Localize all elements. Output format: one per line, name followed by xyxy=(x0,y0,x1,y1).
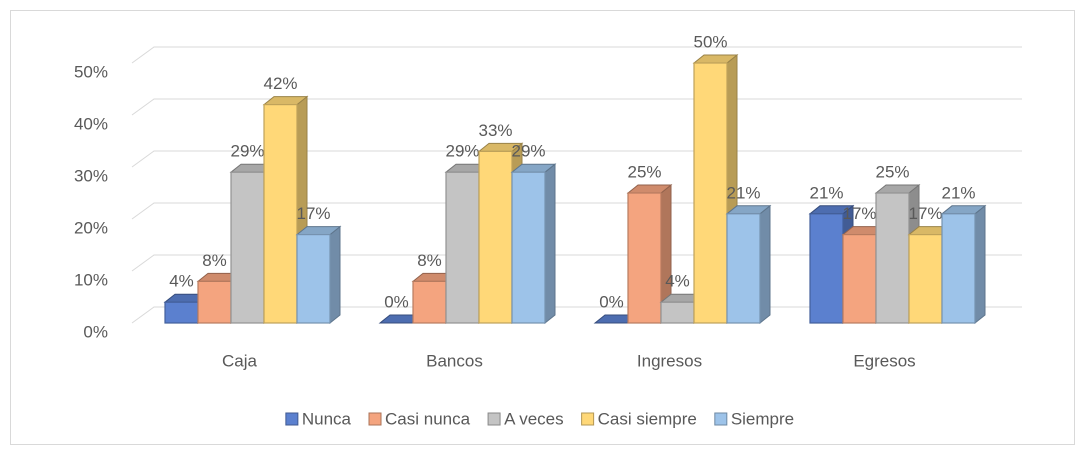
bar xyxy=(263,103,298,324)
x-tick-label: Caja xyxy=(222,351,258,370)
legend-label: Casi siempre xyxy=(598,409,697,428)
data-label: 8% xyxy=(202,251,227,270)
data-label: 8% xyxy=(417,251,442,270)
bar xyxy=(164,301,199,324)
bar-3d xyxy=(295,225,342,325)
bar-3d xyxy=(725,204,772,325)
legend-swatch xyxy=(714,412,728,426)
data-label: 0% xyxy=(384,292,409,311)
y-tick-label: 30% xyxy=(74,166,108,185)
bar xyxy=(941,213,976,324)
bar xyxy=(842,234,877,324)
data-label: 17% xyxy=(842,204,876,223)
y-tick-label: 50% xyxy=(74,62,108,81)
legend-swatch xyxy=(285,412,299,426)
legend-label: A veces xyxy=(504,409,564,428)
data-label: 4% xyxy=(665,272,690,291)
bar xyxy=(809,213,844,324)
data-label: 29% xyxy=(511,142,545,161)
y-tick-label: 40% xyxy=(74,114,108,133)
legend-swatch xyxy=(581,412,595,426)
x-tick-label: Bancos xyxy=(426,351,483,370)
y-tick-label: 10% xyxy=(74,270,108,289)
bar-3d xyxy=(626,183,673,325)
grid-line xyxy=(131,46,1022,64)
bar-side xyxy=(759,204,771,325)
legend: Nunca Casi nunca A veces Casi siempre Siempr… xyxy=(285,409,794,428)
bar xyxy=(197,280,232,324)
legend-label: Casi nunca xyxy=(385,409,471,428)
data-label: 25% xyxy=(627,162,661,181)
legend-label: Nunca xyxy=(302,409,352,428)
data-label: 21% xyxy=(726,183,760,202)
bar xyxy=(511,171,546,324)
bar-side xyxy=(329,225,341,325)
data-label: 25% xyxy=(875,162,909,181)
bar xyxy=(693,62,728,324)
data-label: 4% xyxy=(169,272,194,291)
y-tick-label: 0% xyxy=(83,322,108,341)
bar xyxy=(627,192,662,324)
bar xyxy=(726,213,761,324)
legend-swatch xyxy=(368,412,382,426)
data-label: 0% xyxy=(599,292,624,311)
bar xyxy=(875,192,910,324)
bar xyxy=(230,171,265,324)
x-tick-label: Egresos xyxy=(853,351,915,370)
bar-3d xyxy=(510,163,557,325)
legend-label: Siempre xyxy=(731,409,794,428)
data-label: 21% xyxy=(941,183,975,202)
bar xyxy=(478,150,513,324)
data-label: 17% xyxy=(296,204,330,223)
legend-swatch xyxy=(487,412,501,426)
bar-side xyxy=(544,163,556,325)
data-label: 33% xyxy=(478,121,512,140)
bar xyxy=(908,234,943,324)
bar xyxy=(296,234,331,324)
data-label: 17% xyxy=(908,204,942,223)
bar xyxy=(412,280,447,324)
data-label: 29% xyxy=(445,142,479,161)
bar xyxy=(660,301,695,324)
data-label: 29% xyxy=(230,142,264,161)
data-label: 21% xyxy=(809,183,843,202)
data-label: 42% xyxy=(263,74,297,93)
bar xyxy=(445,171,480,324)
x-tick-label: Ingresos xyxy=(637,351,702,370)
y-tick-label: 20% xyxy=(74,218,108,237)
bar-side xyxy=(974,204,986,325)
bar-3d xyxy=(940,204,987,325)
data-label: 50% xyxy=(693,32,727,51)
